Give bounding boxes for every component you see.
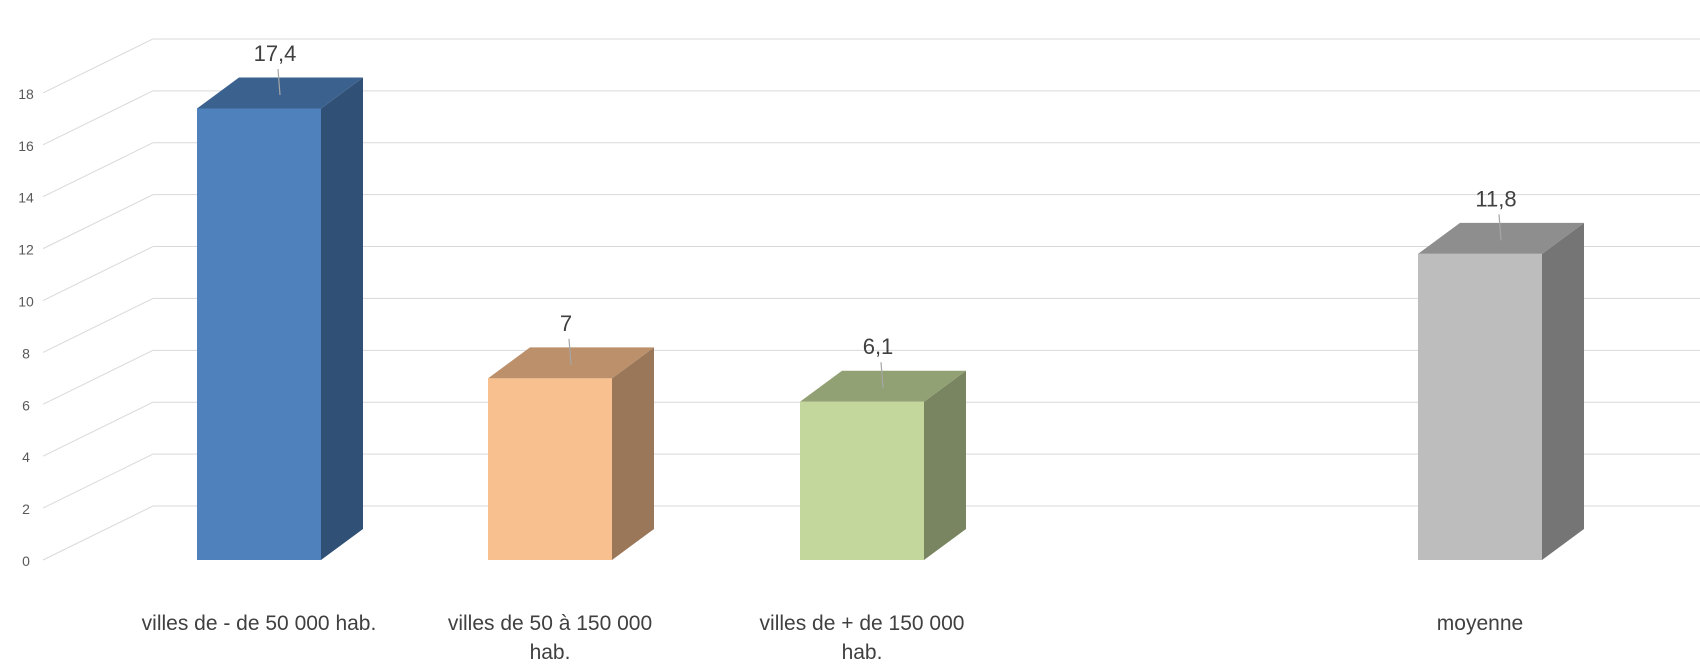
y-tick-label: 12 bbox=[18, 242, 34, 258]
gridline-diagonal bbox=[42, 401, 154, 457]
bar: 6,1 bbox=[800, 334, 966, 560]
x-tick-label: villes de - de 50 000 hab. bbox=[142, 612, 377, 635]
gridline-diagonal bbox=[42, 246, 154, 301]
data-label: 6,1 bbox=[863, 334, 894, 359]
y-tick-label: 4 bbox=[22, 449, 30, 465]
bar: 11,8 bbox=[1418, 186, 1584, 561]
data-label: 7 bbox=[560, 311, 572, 336]
data-label-leader bbox=[880, 362, 884, 389]
y-tick-label: 14 bbox=[18, 190, 34, 206]
gridline-diagonal bbox=[42, 297, 154, 353]
bars: 17,4 7 6,1 11,8 bbox=[197, 41, 1584, 561]
gridline-diagonal bbox=[42, 142, 154, 198]
bar-side bbox=[612, 347, 654, 560]
x-tick-label: villes de + de 150 000 hab. bbox=[760, 612, 965, 660]
y-tick-label: 10 bbox=[18, 294, 34, 310]
y-tick-label: 18 bbox=[18, 86, 34, 102]
y-tick-label: 0 bbox=[22, 553, 30, 569]
bar-front bbox=[488, 378, 612, 560]
bar-front bbox=[1418, 253, 1542, 561]
gridline-diagonal bbox=[42, 453, 154, 509]
x-tick-label: moyenne bbox=[1437, 612, 1523, 635]
gridline-diagonal bbox=[42, 505, 154, 561]
bar-front bbox=[197, 108, 321, 560]
gridline-diagonal bbox=[42, 349, 154, 405]
data-label: 17,4 bbox=[254, 41, 297, 66]
data-label-leader bbox=[1498, 214, 1502, 241]
bar: 7 bbox=[488, 311, 654, 560]
y-tick-label: 6 bbox=[22, 397, 30, 413]
gridline-diagonal bbox=[42, 38, 154, 94]
x-axis-labels: villes de - de 50 000 hab. villes de 50 à… bbox=[142, 612, 1524, 664]
data-label-leader bbox=[277, 68, 281, 96]
y-axis: 0 2 4 6 8 10 12 14 16 18 bbox=[18, 86, 34, 569]
bar-side bbox=[1542, 222, 1584, 561]
data-label: 11,8 bbox=[1475, 186, 1516, 211]
gridline-diagonal bbox=[42, 90, 154, 146]
y-tick-label: 16 bbox=[18, 138, 34, 154]
bar: 17,4 bbox=[197, 41, 363, 560]
data-label-leader bbox=[568, 338, 572, 365]
bar-front bbox=[800, 401, 924, 560]
bar-side bbox=[924, 370, 966, 560]
y-tick-label: 2 bbox=[22, 501, 30, 517]
y-tick-label: 8 bbox=[22, 345, 30, 361]
gridline-diagonal bbox=[42, 194, 154, 250]
bar-side bbox=[321, 77, 363, 560]
x-tick-label: villes de 50 à 150 000 hab. bbox=[448, 612, 652, 660]
